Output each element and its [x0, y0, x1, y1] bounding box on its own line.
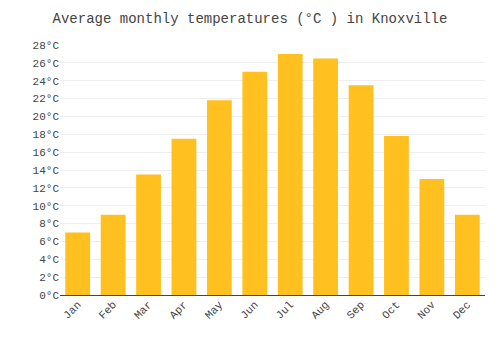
svg-text:16°C: 16°C — [33, 147, 60, 159]
svg-text:Feb: Feb — [97, 299, 119, 321]
svg-text:Dec: Dec — [451, 299, 473, 321]
svg-text:8°C: 8°C — [39, 218, 59, 230]
svg-text:Mar: Mar — [132, 299, 154, 321]
svg-text:6°C: 6°C — [39, 236, 59, 248]
svg-text:Average monthly temperatures (: Average monthly temperatures (°C ) in Kn… — [53, 11, 448, 27]
svg-text:28°C: 28°C — [33, 40, 60, 52]
svg-text:10°C: 10°C — [33, 201, 60, 213]
svg-text:Aug: Aug — [309, 299, 331, 321]
svg-text:20°C: 20°C — [33, 111, 60, 123]
svg-text:2°C: 2°C — [39, 272, 59, 284]
svg-text:26°C: 26°C — [33, 58, 60, 70]
svg-text:4°C: 4°C — [39, 254, 59, 266]
svg-text:Jun: Jun — [238, 299, 260, 321]
svg-text:Oct: Oct — [380, 299, 402, 321]
svg-text:22°C: 22°C — [33, 93, 60, 105]
svg-text:12°C: 12°C — [33, 183, 60, 195]
svg-text:Apr: Apr — [167, 299, 189, 321]
svg-text:May: May — [203, 299, 226, 322]
svg-text:14°C: 14°C — [33, 165, 60, 177]
svg-text:24°C: 24°C — [33, 76, 60, 88]
svg-text:Nov: Nov — [415, 299, 438, 322]
svg-text:Jul: Jul — [274, 299, 296, 321]
svg-text:Jan: Jan — [61, 299, 83, 321]
svg-text:18°C: 18°C — [33, 129, 60, 141]
svg-text:0°C: 0°C — [39, 290, 59, 302]
svg-text:Sep: Sep — [345, 299, 367, 321]
